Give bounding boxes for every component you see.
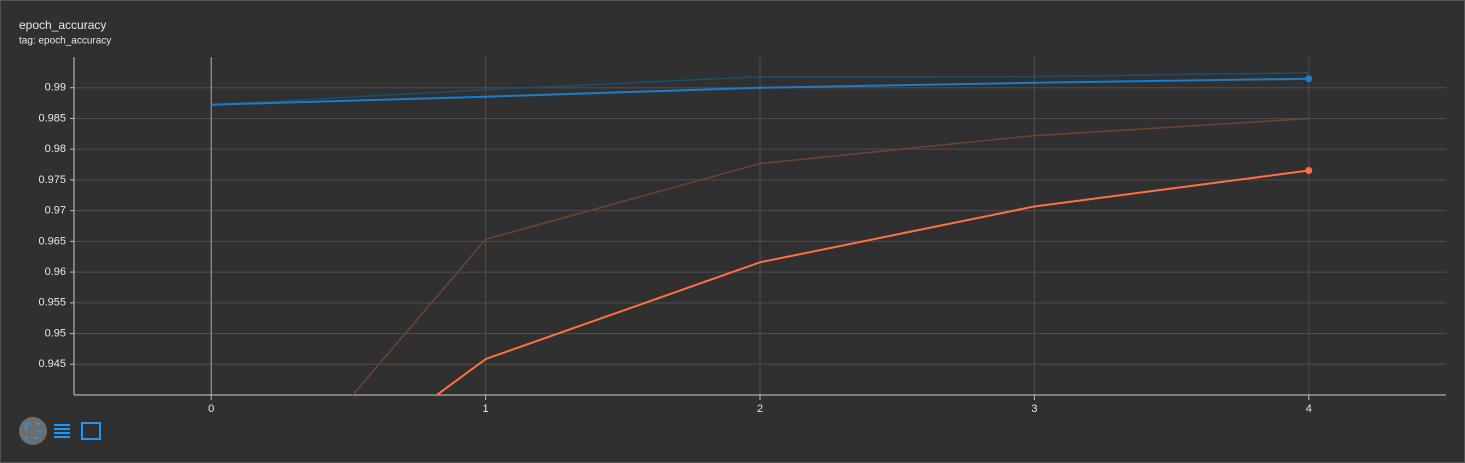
- y-tick-label: 0.985: [38, 112, 66, 124]
- last-point: [1305, 75, 1313, 83]
- x-tick-label: 3: [1031, 403, 1037, 415]
- y-tick-label: 0.975: [38, 174, 66, 186]
- y-tick-label: 0.955: [38, 297, 66, 309]
- plot-area: 0.945 0.95 0.955 0.96 0.965 0.97 0.975 0.98 0.98…: [38, 57, 1446, 415]
- series-line: [211, 77, 1309, 106]
- series-line: [351, 117, 1309, 395]
- toggle-log-button[interactable]: [54, 424, 70, 438]
- x-tick-label: 0: [208, 403, 214, 415]
- fit-icon: [25, 423, 41, 439]
- expand-button[interactable]: [81, 422, 101, 440]
- fit-button[interactable]: [19, 417, 47, 445]
- y-tick-label: 0.97: [45, 205, 66, 217]
- chart-subtitle: tag: epoch_accuracy: [19, 36, 111, 47]
- last-point: [1305, 167, 1313, 175]
- y-tick-label: 0.96: [45, 266, 66, 278]
- y-tick-label: 0.99: [45, 82, 66, 94]
- chart-title: epoch_accuracy: [19, 18, 106, 32]
- series-line: [435, 169, 1309, 395]
- x-tick-label: 4: [1306, 403, 1312, 415]
- series-group: [211, 71, 1313, 395]
- y-tick-label: 0.95: [45, 327, 66, 339]
- toolbar[interactable]: [19, 417, 101, 445]
- x-tick-label: 2: [757, 403, 763, 415]
- y-tick-label: 0.98: [45, 143, 66, 155]
- series-line: [211, 71, 1309, 106]
- y-tick-label: 0.965: [38, 235, 66, 247]
- x-tick-label: 1: [483, 403, 489, 415]
- y-tick-label: 0.945: [38, 358, 66, 370]
